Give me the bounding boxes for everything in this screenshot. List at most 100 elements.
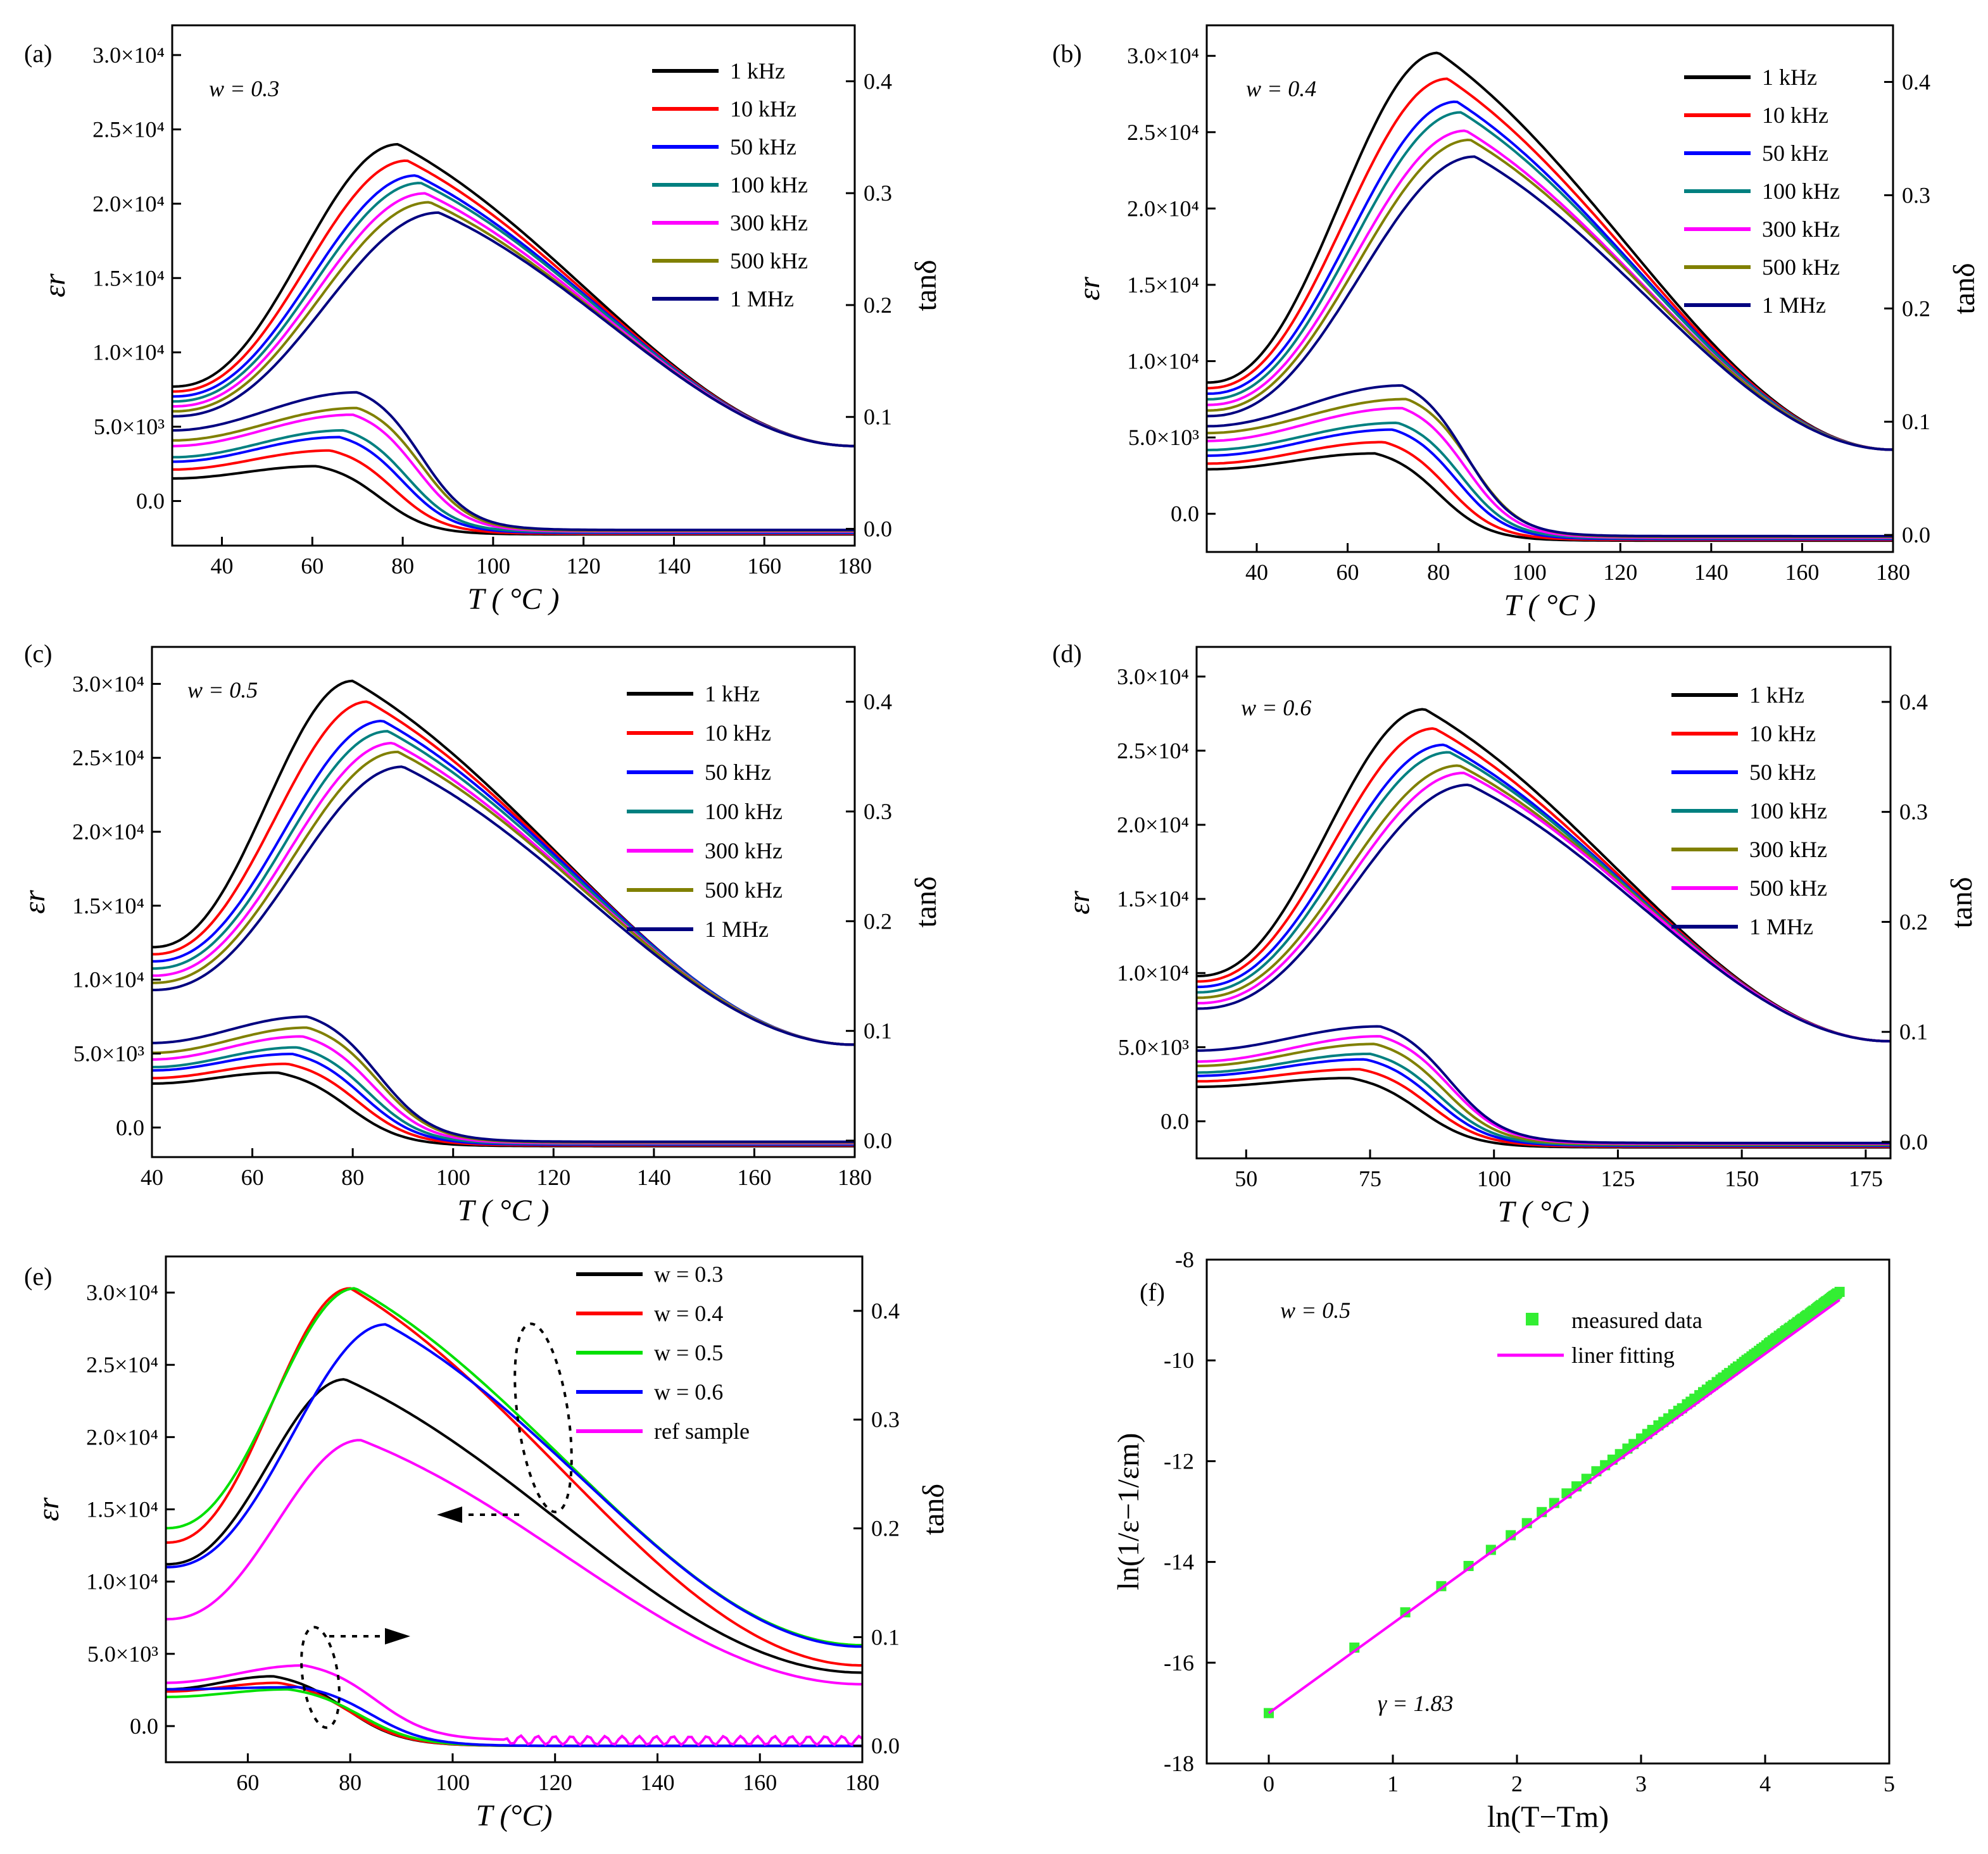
y-right-axis-label: tanδ [909, 260, 943, 311]
legend-label: 1 kHz [705, 681, 760, 706]
panel-c: 40 60 80 100 120 140 160 180 0.0 5.0×10³ 1.0×10⁴ 1.… [18, 639, 943, 1227]
legend: 1 kHz 10 kHz 50 kHz 100 kHz 300 kHz 500 kHz 1 … [652, 58, 808, 311]
panel-label: (f) [1140, 1278, 1165, 1306]
plot-frame [1195, 646, 1892, 1160]
y-left-tick-label: 2.0×10⁴ [1127, 196, 1199, 221]
x-tick-label: 100 [1477, 1166, 1511, 1191]
series-tan-a-1 [172, 449, 855, 536]
y-left-axis-label: εr [38, 273, 72, 298]
y-right-tick-label: 0.2 [864, 292, 892, 318]
legend-label: 50 kHz [1749, 760, 1816, 785]
legend-label: 1 kHz [730, 58, 785, 84]
dotted-ellipse-tan [300, 1625, 341, 1729]
fit-line [1268, 1299, 1840, 1715]
x-tick-label: 100 [436, 1165, 470, 1190]
x-tick-label: 100 [436, 1770, 470, 1795]
series-tan-a-6 [172, 391, 855, 532]
y-right-tick-label: 0.1 [864, 404, 892, 430]
series-eps-b-6 [1206, 155, 1893, 451]
series-eps-e-0 [166, 1378, 863, 1674]
y-right-axis-label: tanδ [1947, 263, 1981, 314]
legend-label: 300 kHz [705, 838, 783, 863]
y-right-tick-label: 0.2 [871, 1516, 900, 1541]
y-left-tick-label: 3.0×10⁴ [92, 42, 165, 68]
y-right-tick-label: 0.0 [871, 1733, 900, 1758]
legend-label: measured data [1571, 1308, 1702, 1333]
y-right-tick-label: 0.0 [864, 516, 892, 541]
series-tan-c-6 [152, 1015, 855, 1143]
panel-d: 50 75 100 125 150 175 0.0 5.0×10³ 1.0×10⁴ 1.5×10⁴… [1052, 639, 1979, 1229]
y-left-tick-label: 2.0×10⁴ [1117, 812, 1189, 837]
x-tick-label: 80 [339, 1770, 362, 1795]
y-left-tick-label: 3.0×10⁴ [86, 1280, 158, 1305]
arrow-head-right [385, 1628, 410, 1644]
y-left-tick-label: 1.5×10⁴ [72, 893, 144, 918]
y-left-tick-label: 2.5×10⁴ [72, 745, 144, 770]
y-right-tick-label: 0.1 [871, 1624, 900, 1650]
y-right-tick-label: 0.3 [1899, 799, 1928, 825]
x-tick-label: 5 [1884, 1771, 1895, 1796]
legend-label: w = 0.3 [654, 1262, 723, 1287]
x-tick-label: 160 [1785, 560, 1819, 585]
series-tan-b-0 [1207, 452, 1893, 542]
y-tick-label: -10 [1164, 1348, 1194, 1373]
x-tick-label: 50 [1235, 1166, 1257, 1191]
panel-a: 40 60 80 100 120 140 160 180 0.0 5.0×10³ 1.0×10⁴ 1.… [24, 24, 943, 616]
y-left-tick-label: 1.0×10⁴ [1127, 349, 1199, 374]
series-tan-c-1 [152, 1062, 855, 1147]
x-tick-label: 120 [567, 553, 601, 579]
x-tick-label: 60 [301, 553, 324, 579]
y-tick-label: -8 [1175, 1247, 1194, 1272]
y-tick-label: -12 [1164, 1448, 1194, 1474]
y-left-tick-label: 1.5×10⁴ [86, 1497, 158, 1522]
legend-label: 1 MHz [705, 917, 769, 942]
series-tan-b-4 [1206, 406, 1893, 539]
plot-frame [1205, 24, 1894, 553]
legend-label: 50 kHz [730, 134, 796, 160]
series-tan-b-1 [1207, 441, 1893, 541]
x-tick-label: 140 [637, 1165, 671, 1190]
dotted-ellipse-eps [513, 1322, 573, 1513]
x-tick-label: 180 [838, 1165, 872, 1190]
x-axis-label: ln(T−Tm) [1487, 1800, 1609, 1834]
y-right-tick-label: 0.1 [1899, 1019, 1928, 1044]
series-tan-a-4 [172, 413, 855, 533]
legend-label: 1 kHz [1762, 65, 1817, 90]
x-axis-label: T (°C) [475, 1799, 552, 1832]
y-right-tick-label: 0.3 [864, 180, 892, 206]
x-tick-label: 140 [657, 553, 691, 579]
series-tan-e-3 [166, 1686, 862, 1748]
y-left-tick-label: 5.0×10³ [73, 1041, 144, 1066]
legend-label: w = 0.6 [654, 1379, 723, 1405]
series-tan-d-0 [1196, 1077, 1890, 1149]
legend-label: 1 MHz [1749, 914, 1813, 939]
x-tick-label: 2 [1511, 1771, 1523, 1796]
panel-e: 60 80 100 120 140 160 180 0.0 5.0×10³ 1.0×10⁴ 1.5×… [24, 1255, 950, 1832]
y-left-tick-label: 1.0×10⁴ [72, 967, 144, 993]
y-right-tick-label: 0.2 [864, 908, 892, 934]
y-left-tick-label: 2.5×10⁴ [1127, 120, 1199, 145]
legend: 1 kHz 10 kHz 50 kHz 100 kHz 300 kHz 500 kHz 1 … [1684, 65, 1840, 318]
y-left-tick-label: 3.0×10⁴ [1127, 43, 1199, 68]
x-axis-label: T ( °C ) [457, 1194, 549, 1227]
data-point [1506, 1530, 1516, 1541]
panel-label: (c) [24, 639, 52, 668]
legend-label: w = 0.4 [654, 1301, 723, 1326]
series-tan-c-4 [152, 1035, 855, 1144]
measured-points [1264, 1286, 1845, 1719]
y-left-axis-label: εr [1073, 277, 1106, 301]
series-group [1196, 708, 1891, 1149]
y-left-tick-label: 2.5×10⁴ [1117, 738, 1189, 763]
legend-label: w = 0.5 [654, 1340, 723, 1365]
legend-label: 500 kHz [1762, 254, 1840, 280]
panel-b: 40 60 80 100 120 140 160 180 0.0 5.0×10³ 1.0×10⁴ 1.… [1052, 24, 1981, 622]
series-tan-e-4 [165, 1664, 864, 1747]
x-tick-label: 150 [1725, 1166, 1759, 1191]
legend-label: 500 kHz [730, 248, 808, 273]
legend-label: 10 kHz [1749, 721, 1816, 746]
data-point [1834, 1286, 1845, 1297]
y-left-tick-label: 5.0×10³ [1118, 1034, 1189, 1060]
x-tick-label: 75 [1359, 1166, 1381, 1191]
x-tick-label: 125 [1601, 1166, 1635, 1191]
legend-label: 10 kHz [730, 96, 796, 122]
